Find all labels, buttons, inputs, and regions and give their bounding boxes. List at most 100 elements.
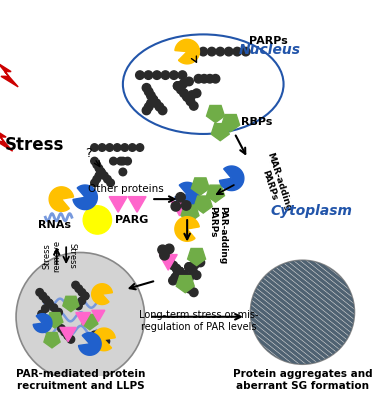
- Circle shape: [81, 292, 89, 300]
- Polygon shape: [206, 185, 224, 202]
- Circle shape: [16, 252, 145, 381]
- Circle shape: [119, 157, 127, 165]
- Polygon shape: [176, 276, 194, 293]
- Circle shape: [45, 300, 53, 307]
- Polygon shape: [188, 248, 206, 266]
- Circle shape: [83, 206, 111, 234]
- Circle shape: [233, 47, 242, 56]
- Text: Nucleus: Nucleus: [238, 43, 300, 57]
- Circle shape: [124, 157, 131, 165]
- Polygon shape: [47, 313, 63, 328]
- Circle shape: [113, 144, 121, 151]
- Polygon shape: [222, 114, 240, 132]
- Circle shape: [149, 95, 157, 104]
- Circle shape: [144, 71, 153, 79]
- Circle shape: [45, 300, 53, 307]
- Text: PAR-mediated protein
recruitment and LLPS: PAR-mediated protein recruitment and LLP…: [16, 369, 145, 391]
- Circle shape: [45, 300, 53, 307]
- Circle shape: [166, 258, 174, 267]
- Circle shape: [169, 261, 178, 270]
- Text: Long-term stress or mis-
regulation of PAR levels: Long-term stress or mis- regulation of P…: [139, 310, 258, 332]
- Circle shape: [208, 47, 216, 56]
- Circle shape: [185, 263, 193, 271]
- Circle shape: [158, 106, 167, 115]
- Circle shape: [39, 292, 47, 300]
- Circle shape: [199, 47, 208, 56]
- Circle shape: [155, 102, 164, 111]
- Polygon shape: [44, 332, 60, 348]
- Text: ?: ?: [85, 147, 92, 160]
- Circle shape: [177, 85, 185, 94]
- Circle shape: [78, 288, 86, 296]
- Circle shape: [158, 245, 167, 254]
- Circle shape: [171, 273, 179, 282]
- Circle shape: [188, 91, 196, 99]
- Polygon shape: [92, 310, 105, 322]
- Polygon shape: [175, 182, 200, 207]
- Circle shape: [95, 172, 103, 179]
- Circle shape: [119, 168, 127, 176]
- Circle shape: [180, 270, 188, 279]
- Polygon shape: [33, 314, 52, 332]
- Circle shape: [164, 244, 174, 254]
- Circle shape: [152, 99, 160, 108]
- Polygon shape: [159, 254, 177, 270]
- Circle shape: [38, 310, 45, 318]
- Circle shape: [75, 285, 83, 292]
- Polygon shape: [219, 166, 244, 190]
- Circle shape: [100, 172, 108, 179]
- Circle shape: [200, 74, 208, 83]
- Polygon shape: [92, 284, 112, 304]
- Ellipse shape: [123, 34, 283, 134]
- Circle shape: [190, 288, 198, 296]
- Circle shape: [171, 202, 180, 211]
- Circle shape: [173, 82, 182, 90]
- Circle shape: [250, 260, 354, 364]
- Text: RBPs: RBPs: [241, 117, 272, 127]
- Circle shape: [72, 281, 79, 289]
- Circle shape: [170, 71, 178, 79]
- Circle shape: [64, 332, 72, 340]
- Circle shape: [178, 71, 187, 79]
- Polygon shape: [49, 187, 74, 212]
- Circle shape: [117, 157, 124, 165]
- Circle shape: [144, 88, 153, 96]
- Polygon shape: [0, 63, 18, 87]
- Circle shape: [147, 99, 155, 108]
- Circle shape: [93, 176, 100, 183]
- Circle shape: [61, 328, 69, 336]
- Circle shape: [104, 176, 111, 183]
- Text: PAR-adding
PARPs: PAR-adding PARPs: [208, 206, 228, 264]
- Polygon shape: [194, 196, 212, 213]
- Circle shape: [224, 47, 233, 56]
- Text: Protein aggregates and
aberrant SG formation: Protein aggregates and aberrant SG forma…: [232, 369, 372, 391]
- Circle shape: [149, 95, 157, 104]
- Polygon shape: [192, 178, 210, 195]
- Circle shape: [142, 106, 151, 115]
- Polygon shape: [82, 314, 98, 330]
- Text: MAR-adding
PARPs: MAR-adding PARPs: [255, 152, 293, 216]
- Circle shape: [172, 264, 181, 273]
- Circle shape: [129, 144, 136, 151]
- Circle shape: [93, 161, 100, 168]
- Polygon shape: [172, 202, 188, 216]
- Circle shape: [185, 284, 194, 293]
- Circle shape: [185, 77, 193, 86]
- Circle shape: [175, 267, 184, 276]
- Circle shape: [194, 74, 203, 83]
- Circle shape: [149, 95, 157, 104]
- Circle shape: [102, 338, 110, 345]
- Polygon shape: [211, 124, 229, 141]
- Circle shape: [242, 47, 250, 56]
- Circle shape: [211, 74, 220, 83]
- Circle shape: [97, 168, 105, 176]
- Circle shape: [136, 71, 144, 79]
- Circle shape: [58, 325, 65, 332]
- Polygon shape: [0, 130, 13, 151]
- Circle shape: [50, 304, 58, 312]
- Circle shape: [173, 270, 182, 279]
- Circle shape: [97, 168, 105, 176]
- Circle shape: [186, 97, 195, 106]
- Polygon shape: [128, 197, 146, 212]
- Polygon shape: [181, 205, 199, 222]
